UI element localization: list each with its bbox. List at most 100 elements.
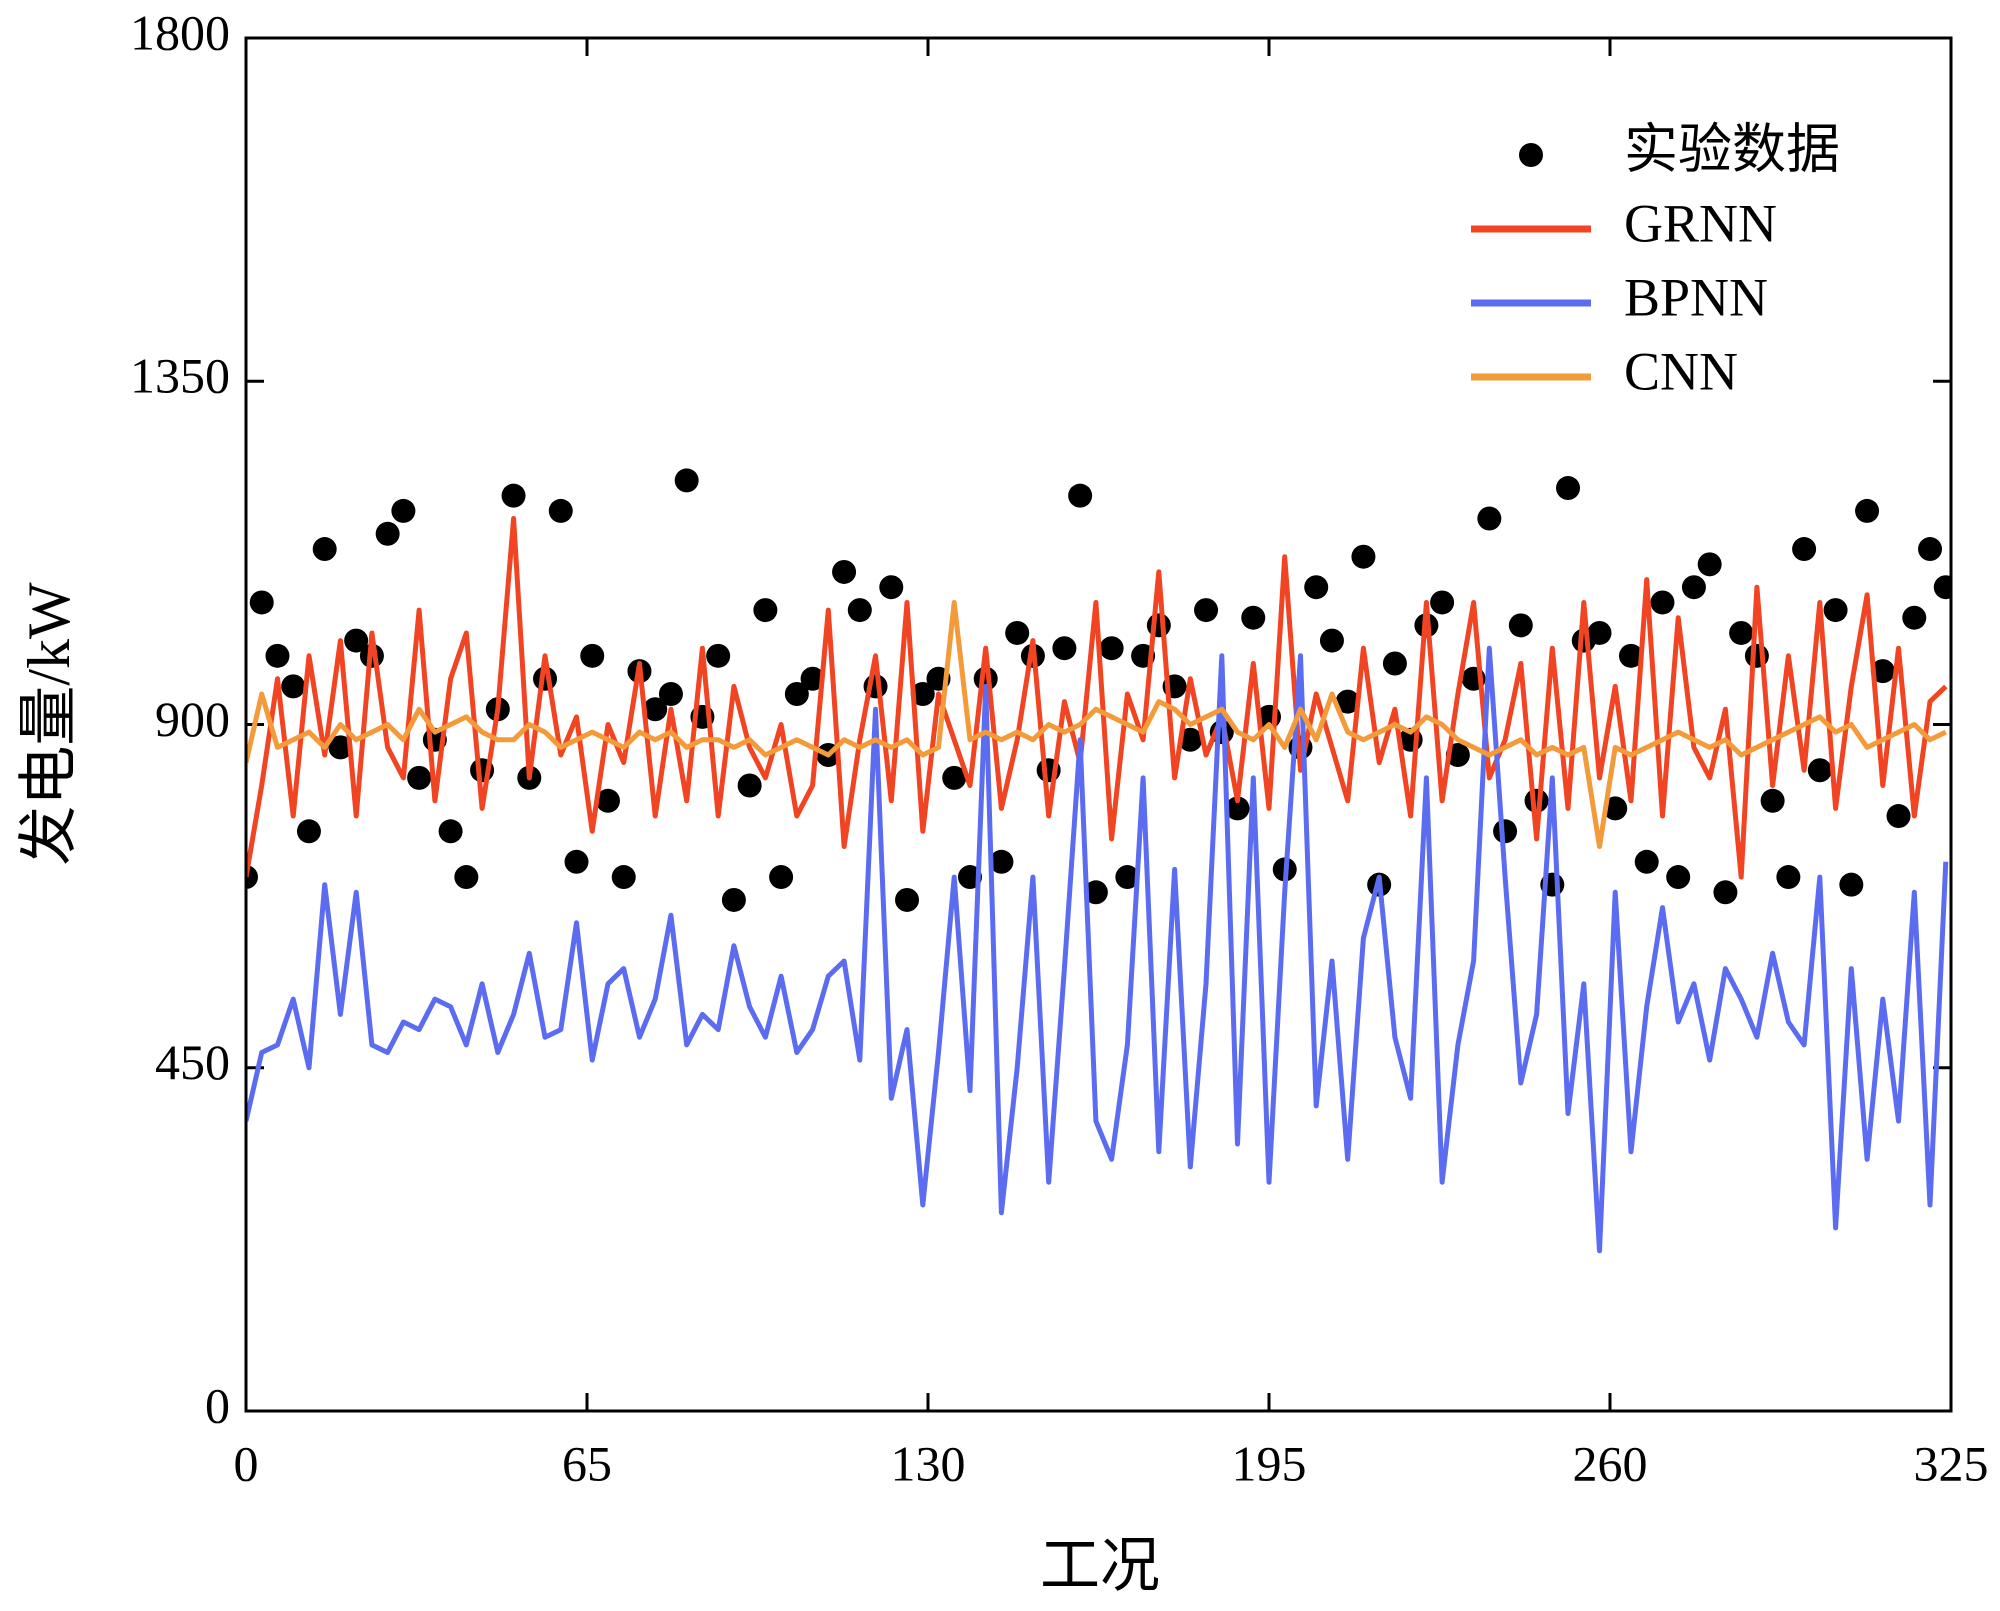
plot-frame [244,36,1953,1413]
data-point [942,765,967,790]
data-point [1146,613,1171,638]
data-point [296,819,321,844]
x-tick-label: 65 [562,1435,612,1491]
data-point [1351,544,1376,569]
data-point [580,643,605,668]
data-point [1068,483,1093,508]
data-point [1099,636,1124,661]
legend-label: CNN [1624,341,1738,401]
data-point [895,887,920,912]
data-point [1052,636,1077,661]
data-point [1839,872,1864,897]
data-point [1918,537,1943,562]
data-point [548,498,573,523]
data-point [643,697,668,722]
data-point [1241,605,1266,630]
data-point [1194,598,1219,623]
data-point [658,681,683,706]
data-point [1886,804,1911,829]
data-point [438,819,463,844]
data-point [1587,620,1612,645]
x-tick-label: 195 [1232,1435,1307,1491]
data-point [1335,689,1360,714]
data-point [611,865,636,890]
data-point [1807,758,1832,783]
data-point [391,498,416,523]
y-tick-label: 1800 [130,4,230,60]
data-point [1178,727,1203,752]
data-point [1083,880,1108,905]
data-point [265,643,290,668]
data-point [1729,620,1754,645]
data-point [1225,796,1250,821]
legend-label: BPNN [1624,267,1768,327]
data-point [1319,628,1344,653]
data-point [847,598,872,623]
data-point [1005,620,1030,645]
x-tick-label: 325 [1914,1435,1989,1491]
data-point [1666,865,1691,890]
data-point [1792,537,1817,562]
data-line [246,645,1949,1254]
data-point [1382,651,1407,676]
y-tick-label: 1350 [130,348,230,404]
data-point [737,773,762,798]
data-point [1713,880,1738,905]
data-point [989,849,1014,874]
data-point [1902,605,1927,630]
data-point [344,628,369,653]
legend-marker [1519,143,1543,167]
data-point [1650,590,1675,615]
data-point [1681,575,1706,600]
data-point [1603,796,1628,821]
legend-label: 实验数据 [1624,119,1840,179]
data-line [246,600,1947,849]
data-point [312,537,337,562]
data-point [501,483,526,508]
data-point [1493,819,1518,844]
data-point [1634,849,1659,874]
data-point [375,521,400,546]
y-axis-label: 发电量/kW [16,582,82,866]
data-point [564,849,589,874]
data-point [784,681,809,706]
data-point [1760,788,1785,813]
data-point [249,590,274,615]
data-point [721,887,746,912]
y-tick-label: 0 [205,1377,230,1433]
y-tick-label: 900 [155,691,230,747]
data-point [832,559,857,584]
legend-label: GRNN [1624,193,1777,253]
data-point [910,681,935,706]
data-point [328,735,353,760]
data-point [1855,498,1880,523]
data-point [1477,506,1502,531]
x-tick-label: 260 [1573,1435,1648,1491]
data-point [1508,613,1533,638]
data-point [674,468,699,493]
data-point [1933,575,1951,600]
data-point [1618,643,1643,668]
data-point [769,865,794,890]
y-tick-label: 450 [155,1034,230,1090]
data-point [281,674,306,699]
data-point [454,865,479,890]
x-axis-label: 工况 [1040,1533,1160,1599]
plot-area [246,468,1951,1254]
data-point [1304,575,1329,600]
data-point [595,788,620,813]
data-point [1776,865,1801,890]
data-point [1115,865,1140,890]
data-point [706,643,731,668]
data-point [879,575,904,600]
data-line [246,516,1948,880]
data-point [407,765,432,790]
data-point [753,598,778,623]
data-point [1556,476,1581,501]
data-point [1430,590,1455,615]
data-point [1823,598,1848,623]
data-point [1870,659,1895,684]
x-tick-label: 0 [234,1435,259,1491]
data-point [800,666,825,691]
